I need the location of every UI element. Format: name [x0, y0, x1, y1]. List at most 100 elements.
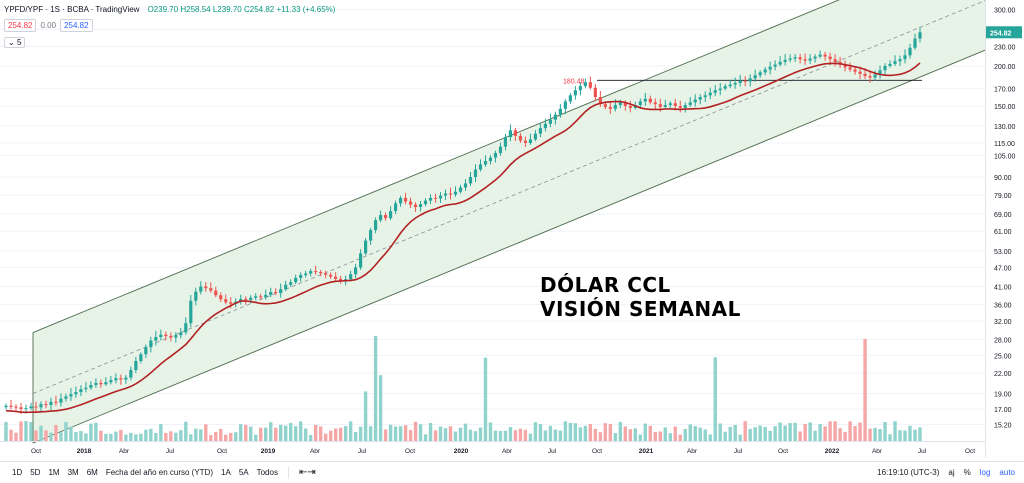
volume-bars: [4, 336, 922, 441]
price-tick-label: 90.00: [994, 175, 1012, 182]
volume-bar: [423, 434, 428, 441]
bid-ask-row: 254.82 0.00 254.82: [4, 19, 93, 32]
volume-bar: [94, 422, 98, 441]
range-5y[interactable]: 5A: [238, 468, 249, 477]
candle-body: [463, 183, 468, 188]
candle-body: [164, 334, 168, 337]
range-1m[interactable]: 1M: [48, 468, 60, 477]
price-tick-label: 28.00: [994, 338, 1012, 345]
candle-body: [863, 73, 867, 77]
volume-bar: [338, 427, 343, 441]
candle-body: [448, 193, 453, 195]
candle-body: [329, 274, 333, 277]
clock-display[interactable]: 16:19:10 (UTC-3): [877, 468, 940, 477]
candle-body: [793, 57, 797, 59]
candle-body: [99, 382, 103, 385]
volume-bar: [638, 434, 643, 441]
candle-body: [738, 80, 742, 83]
volume-bar: [878, 429, 882, 441]
candle-body: [833, 59, 837, 62]
candle-body: [458, 187, 463, 192]
candle-body: [528, 139, 533, 143]
candle-body: [204, 286, 208, 289]
volume-bar: [254, 434, 258, 441]
candle-body: [603, 104, 607, 107]
volume-bar: [229, 432, 233, 441]
volume-bar: [803, 423, 807, 441]
volume-bar: [893, 421, 897, 441]
volume-bar: [733, 424, 737, 441]
candle-body: [593, 87, 597, 98]
calendar-range-icon[interactable]: ⇤⇥: [298, 467, 316, 478]
time-tick-label: Jul: [166, 448, 175, 455]
candle-body: [94, 382, 98, 385]
time-tick-label: Oct: [965, 448, 975, 455]
range-5d[interactable]: 5D: [30, 468, 41, 477]
symbol-info[interactable]: YPFD/YPF · 1S · BCBA · TradingView: [4, 5, 140, 14]
range-1d[interactable]: 1D: [12, 468, 23, 477]
volume-bar: [24, 421, 28, 441]
candle-body: [573, 90, 577, 96]
volume-bar: [448, 426, 453, 441]
price-tick-label: 41.00: [994, 284, 1012, 291]
candle-body: [299, 275, 303, 278]
time-tick-label: Jul: [734, 448, 743, 455]
candle-body: [104, 382, 108, 385]
volume-bar: [628, 429, 633, 441]
volume-bar: [363, 391, 368, 441]
channel-lower: [32, 49, 986, 444]
candle-body: [378, 215, 383, 221]
volume-bar: [708, 434, 712, 441]
volume-bar: [683, 428, 687, 441]
auto-toggle[interactable]: auto: [999, 468, 1015, 477]
candle-body: [144, 347, 148, 355]
symbol-legend[interactable]: YPFD/YPF · 1S · BCBA · TradingView O239.…: [4, 5, 335, 14]
volume-bar: [723, 431, 727, 441]
percent-toggle[interactable]: %: [963, 468, 971, 477]
range-ytd[interactable]: Fecha del año en curso (YTD): [105, 468, 214, 477]
price-tick-label: 170.00: [994, 87, 1016, 94]
range-3m[interactable]: 3M: [67, 468, 79, 477]
volume-bar: [209, 434, 213, 441]
adjust-toggle[interactable]: aj: [948, 468, 955, 477]
candle-body: [878, 70, 882, 75]
volume-bar: [468, 429, 473, 441]
sell-price-box[interactable]: 254.82: [4, 19, 37, 32]
volume-bar: [823, 426, 827, 441]
volume-bar: [478, 427, 483, 441]
volume-bar: [433, 430, 438, 441]
candle-body: [853, 69, 857, 72]
chevron-down-icon[interactable]: ⌄: [8, 38, 17, 47]
candle-body: [408, 201, 413, 205]
buy-price-box[interactable]: 254.82: [60, 19, 93, 32]
volume-bar: [49, 432, 53, 441]
range-all[interactable]: Todos: [256, 468, 278, 477]
volume-bar: [44, 430, 48, 441]
volume-bar: [648, 425, 652, 441]
volume-bar: [808, 422, 812, 441]
volume-bar: [333, 428, 338, 441]
range-1y[interactable]: 1A: [221, 468, 231, 477]
candle-body: [778, 61, 782, 65]
indicator-legend[interactable]: ⌄ 5: [4, 37, 26, 48]
candle-body: [279, 289, 283, 294]
volume-bar: [428, 422, 433, 441]
volume-bar: [353, 432, 358, 441]
time-tick-label: Jul: [358, 448, 367, 455]
candle-body: [334, 276, 338, 279]
volume-bar: [239, 424, 243, 441]
volume-bar: [678, 434, 682, 441]
candle-body: [34, 406, 38, 408]
candle-body: [354, 267, 358, 275]
volume-bar: [748, 428, 752, 441]
range-6m[interactable]: 6M: [86, 468, 98, 477]
log-toggle[interactable]: log: [979, 468, 991, 477]
volume-bar: [548, 425, 553, 441]
candle-body: [413, 204, 418, 207]
volume-bar: [318, 426, 323, 441]
candle-body: [828, 56, 832, 60]
candle-body: [184, 323, 188, 333]
time-tick-label: Abr: [502, 448, 513, 455]
time-tick-label: 2020: [454, 448, 469, 455]
